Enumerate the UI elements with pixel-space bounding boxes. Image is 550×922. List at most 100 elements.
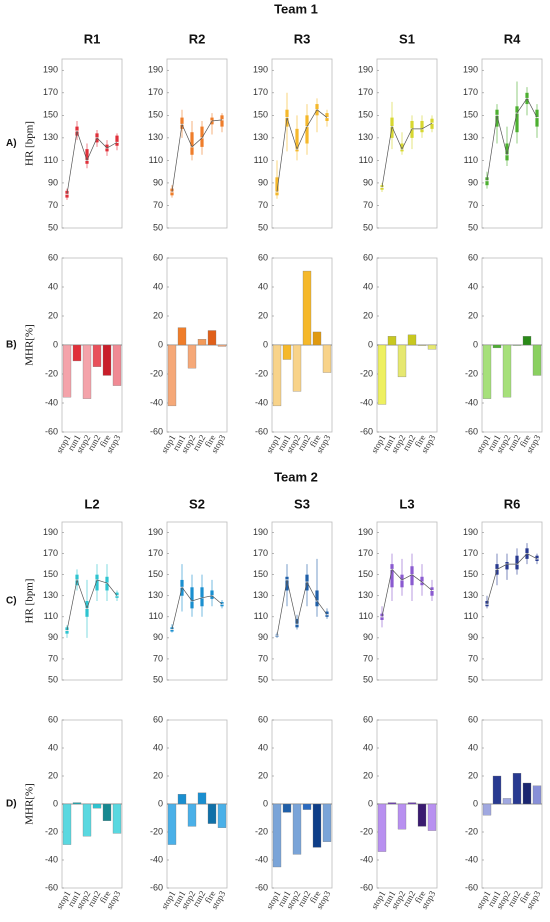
- bar: [312, 803, 322, 848]
- panel-title: R3: [294, 31, 311, 46]
- bar: [167, 803, 177, 845]
- bar: [302, 803, 312, 810]
- bar: [292, 803, 302, 855]
- y-axis-label: MHR[%]: [24, 324, 36, 366]
- bar: [482, 803, 492, 816]
- y-tick-label: -20: [150, 368, 163, 378]
- box: [485, 177, 489, 186]
- y-tick-label: 150: [463, 569, 478, 579]
- bar: [407, 802, 417, 805]
- bar: [62, 344, 72, 398]
- median-line: [171, 119, 223, 192]
- y-tick-label: -20: [465, 368, 478, 378]
- box: [200, 587, 204, 607]
- y-tick-label: -40: [150, 854, 163, 864]
- y-tick-label: 90: [468, 632, 478, 642]
- y-tick-label: 70: [363, 653, 373, 663]
- bar: [502, 798, 512, 805]
- y-tick-label: 90: [153, 632, 163, 642]
- y-tick-label: 0: [158, 798, 163, 808]
- bar: [417, 803, 427, 827]
- y-tick-label: -20: [150, 826, 163, 836]
- y-tick-label: 170: [463, 87, 478, 97]
- y-tick-label: 40: [468, 281, 478, 291]
- bar: [217, 803, 227, 828]
- y-tick-label: 170: [148, 548, 163, 558]
- median-line: [276, 579, 328, 636]
- y-tick-label: 110: [149, 155, 163, 165]
- box: [295, 128, 299, 152]
- y-tick-label: 50: [258, 674, 268, 684]
- y-tick-label: 190: [253, 65, 268, 75]
- y-axis-label: HR [bpm]: [24, 579, 36, 624]
- median-line: [381, 122, 433, 188]
- y-tick-label: 170: [253, 87, 268, 97]
- panel-title: S3: [294, 496, 310, 511]
- y-tick-label: 40: [48, 742, 58, 752]
- y-tick-label: 40: [258, 281, 268, 291]
- box: [535, 555, 539, 561]
- box: [180, 117, 184, 129]
- y-tick-label: 20: [363, 310, 373, 320]
- median-line: [66, 578, 118, 631]
- bar: [387, 336, 397, 346]
- y-tick-label: 170: [358, 87, 373, 97]
- box: [315, 590, 319, 607]
- y-tick-label: 60: [468, 252, 478, 262]
- y-tick-label: 170: [253, 548, 268, 558]
- bar: [322, 803, 332, 842]
- y-tick-label: 110: [44, 155, 58, 165]
- y-tick-label: 70: [48, 200, 58, 210]
- y-tick-label: 20: [258, 310, 268, 320]
- median-line: [66, 130, 118, 195]
- y-tick-label: 90: [48, 177, 58, 187]
- bar: [72, 802, 82, 805]
- y-tick-label: 190: [253, 527, 268, 537]
- y-tick-label: 130: [463, 132, 478, 142]
- bar: [522, 782, 532, 805]
- y-tick-label: -60: [45, 426, 58, 436]
- y-tick-label: 190: [463, 527, 478, 537]
- y-tick-label: 170: [148, 87, 163, 97]
- y-tick-label: 60: [363, 252, 373, 262]
- box: [210, 590, 214, 599]
- y-tick-label: -60: [465, 426, 478, 436]
- y-tick-label: 190: [358, 527, 373, 537]
- y-tick-label: 170: [463, 548, 478, 558]
- median-line: [276, 109, 328, 192]
- box: [95, 574, 99, 591]
- y-tick-label: 190: [148, 527, 163, 537]
- box: [535, 109, 539, 127]
- y-tick-label: -20: [45, 368, 58, 378]
- bar: [512, 773, 522, 805]
- plot-frame: [61, 58, 123, 229]
- y-tick-label: 190: [358, 65, 373, 75]
- group-title: Team 1: [274, 1, 318, 16]
- bar: [492, 344, 502, 349]
- y-tick-label: 130: [463, 590, 478, 600]
- y-tick-label: -20: [255, 368, 268, 378]
- y-tick-label: 0: [473, 798, 478, 808]
- y-tick-label: 50: [468, 222, 478, 232]
- bar: [112, 344, 122, 386]
- bar: [187, 803, 197, 827]
- y-tick-label: 70: [468, 653, 478, 663]
- y-tick-label: 70: [468, 200, 478, 210]
- bar: [102, 803, 112, 821]
- bar: [72, 344, 82, 362]
- y-tick-label: 40: [48, 281, 58, 291]
- y-tick-label: 90: [153, 177, 163, 187]
- y-tick-label: 150: [43, 110, 58, 120]
- y-tick-label: -20: [255, 826, 268, 836]
- y-tick-label: 150: [253, 110, 268, 120]
- bar: [92, 344, 102, 367]
- y-tick-label: -20: [360, 368, 373, 378]
- y-tick-label: 70: [48, 653, 58, 663]
- box: [430, 118, 434, 129]
- bar: [407, 334, 417, 346]
- y-tick-label: 50: [48, 222, 58, 232]
- box: [85, 149, 89, 164]
- y-tick-label: 190: [43, 527, 58, 537]
- y-tick-label: 70: [153, 200, 163, 210]
